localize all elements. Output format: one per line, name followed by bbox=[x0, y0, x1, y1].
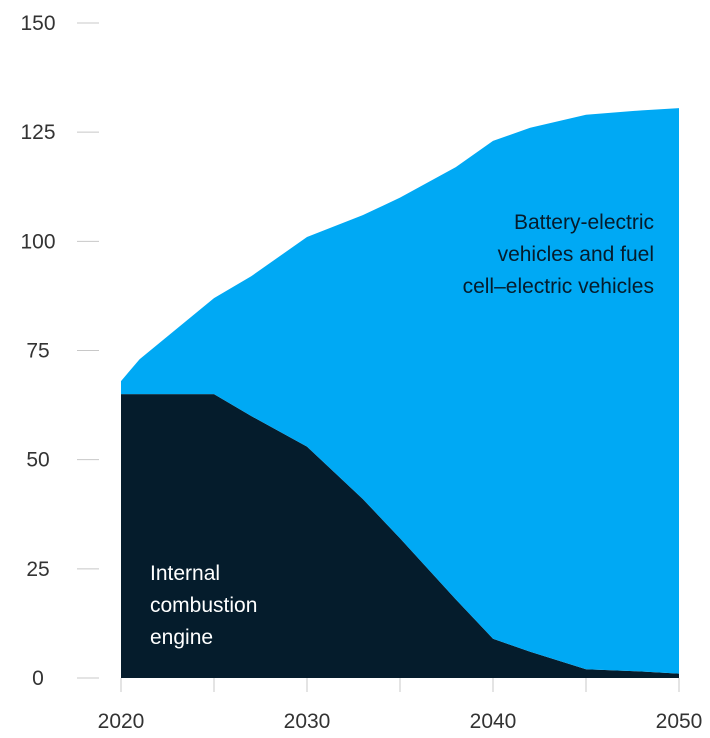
y-tick-label: 125 bbox=[20, 121, 55, 144]
series-labels: Internal combustion engine Battery-electric… bbox=[150, 211, 654, 649]
x-tick-label: 2030 bbox=[284, 710, 331, 733]
y-tick-label: 25 bbox=[26, 558, 49, 581]
y-axis: 0 25 50 75 100 125 150 bbox=[20, 12, 99, 690]
x-tick-label: 2020 bbox=[98, 710, 145, 733]
y-tick-label: 100 bbox=[20, 230, 55, 253]
area-layer bbox=[121, 108, 679, 678]
y-tick-label: 50 bbox=[26, 449, 49, 472]
ice-series-label: Internal combustion engine bbox=[150, 562, 257, 649]
ice-area bbox=[121, 394, 679, 678]
x-tick-label: 2040 bbox=[470, 710, 517, 733]
x-tick-label: 2050 bbox=[656, 710, 703, 733]
y-tick-label: 150 bbox=[20, 12, 55, 35]
y-tick-label: 75 bbox=[26, 340, 49, 363]
y-tick-label: 0 bbox=[32, 667, 44, 690]
x-axis: 2020 2030 2040 2050 bbox=[98, 678, 703, 733]
bev-fcev-series-label: Battery-electric vehicles and fuel cell–el… bbox=[463, 211, 654, 298]
bev-fcev-area bbox=[121, 108, 679, 674]
